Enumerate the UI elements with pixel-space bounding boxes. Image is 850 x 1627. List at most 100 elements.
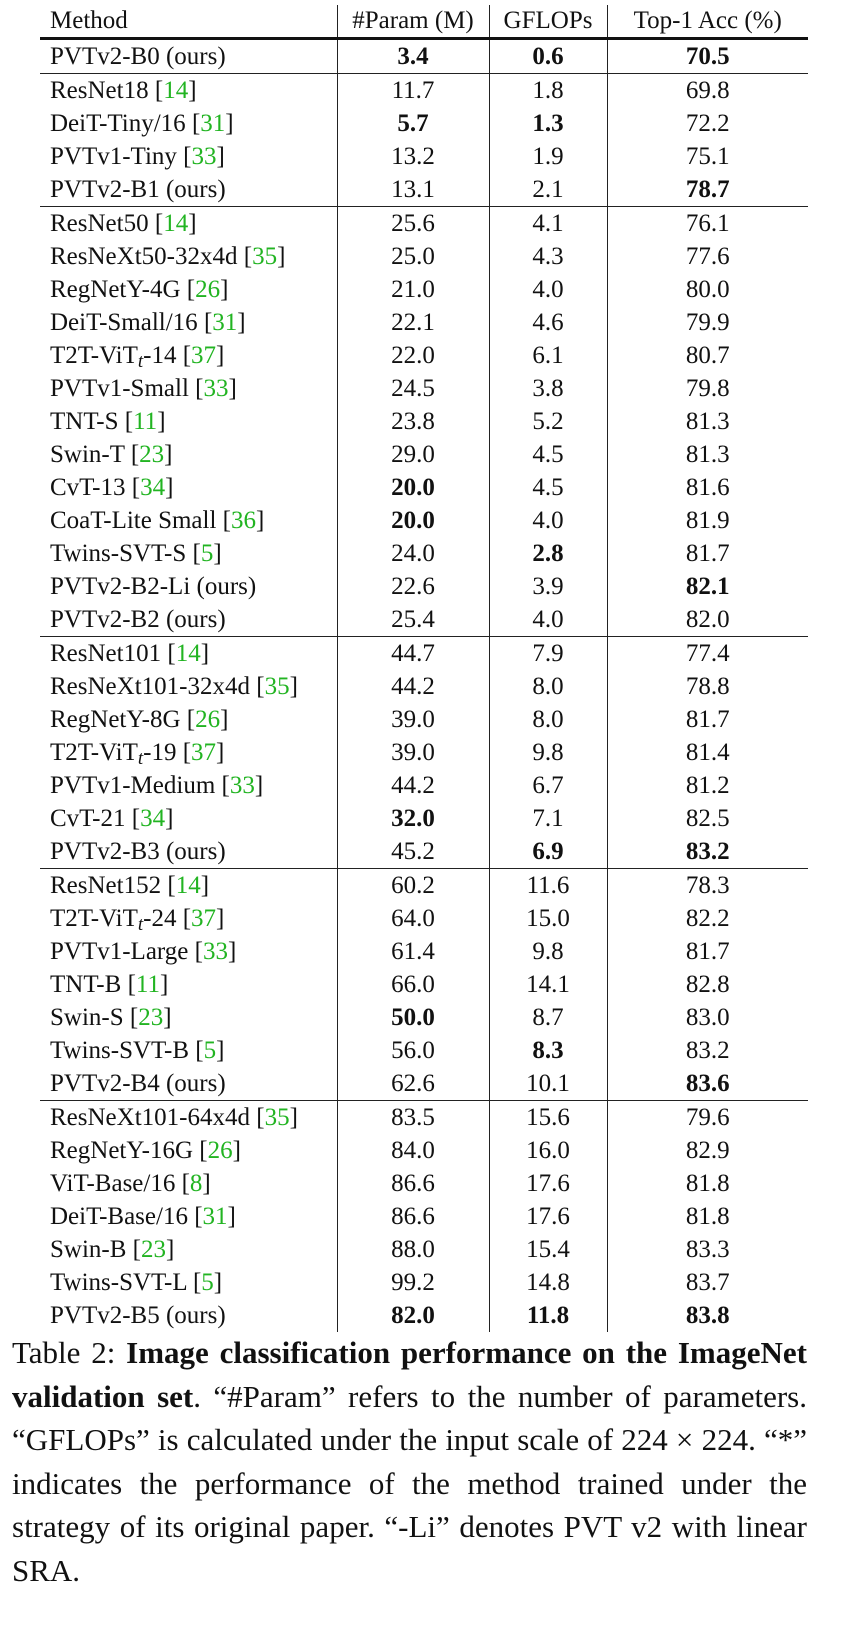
caption-title: Image classification performance on the … bbox=[12, 1335, 807, 1414]
citation-link[interactable]: 37 bbox=[191, 342, 217, 369]
gflops-cell: 16.0 bbox=[488, 1134, 607, 1167]
citation-link[interactable]: 37 bbox=[191, 739, 217, 766]
citation-link[interactable]: 5 bbox=[201, 1269, 214, 1296]
acc-cell: 83.0 bbox=[606, 1001, 808, 1034]
citation-link[interactable]: 8 bbox=[189, 1170, 203, 1197]
acc-cell: 81.4 bbox=[606, 736, 808, 769]
gflops-cell: 2.8 bbox=[488, 537, 607, 570]
param-cell: 29.0 bbox=[336, 438, 489, 471]
gflops-cell: 9.8 bbox=[488, 935, 607, 968]
citation-link[interactable]: 26 bbox=[195, 276, 221, 303]
method-suffix: -19 bbox=[143, 739, 177, 766]
acc-cell: 69.8 bbox=[606, 73, 808, 107]
param-cell: 22.0 bbox=[336, 339, 489, 372]
acc-cell: 77.4 bbox=[606, 636, 808, 670]
method-cell: PVTv2-B0 (ours) bbox=[40, 39, 337, 74]
citation-link[interactable]: 33 bbox=[229, 772, 255, 799]
citation-link[interactable]: 37 bbox=[191, 905, 217, 932]
method-cell: DeiT-Base/16 [31] bbox=[50, 1203, 236, 1230]
table-row: ResNet50 [14] 25.6 4.1 76.1 bbox=[40, 206, 808, 240]
method-cell: ResNet18 [14] bbox=[40, 73, 337, 107]
gflops-cell: 6.1 bbox=[488, 339, 607, 372]
citation-link[interactable]: 34 bbox=[140, 805, 166, 832]
citation-link[interactable]: 11 bbox=[133, 408, 158, 435]
citation-link[interactable]: 35 bbox=[252, 243, 278, 270]
citation-link[interactable]: 35 bbox=[264, 1104, 290, 1131]
table-header: Method #Param (M) GFLOPs Top-1 Acc (%) bbox=[40, 5, 808, 39]
citation-link[interactable]: 31 bbox=[202, 1203, 228, 1230]
citation-link[interactable]: 33 bbox=[203, 375, 229, 402]
gflops-cell: 4.5 bbox=[488, 438, 607, 471]
method-cell: PVTv2-B2 (ours) bbox=[40, 603, 337, 637]
acc-cell: 81.6 bbox=[606, 471, 808, 504]
table-row: PVTv2-B1 (ours) 13.1 2.1 78.7 bbox=[40, 173, 808, 207]
header-gflops: GFLOPs bbox=[488, 5, 607, 39]
citation-link[interactable]: 14 bbox=[175, 872, 201, 899]
param-cell: 13.2 bbox=[336, 140, 489, 173]
gflops-cell: 7.9 bbox=[488, 636, 607, 670]
param-cell: 24.0 bbox=[336, 537, 489, 570]
param-cell: 66.0 bbox=[336, 968, 489, 1001]
acc-cell: 80.0 bbox=[606, 273, 808, 306]
citation-link[interactable]: 26 bbox=[195, 706, 221, 733]
param-cell: 21.0 bbox=[336, 273, 489, 306]
method-cell: T2T-ViTt-19 [37] bbox=[50, 739, 225, 769]
results-table: Method #Param (M) GFLOPs Top-1 Acc (%) P… bbox=[40, 5, 808, 1332]
method-cell: ViT-Base/16 [8] bbox=[50, 1170, 211, 1197]
method-cell: RegNetY-4G [26] bbox=[50, 276, 229, 303]
citation-link[interactable]: 33 bbox=[191, 143, 217, 170]
citation-link[interactable]: 5 bbox=[203, 1037, 217, 1064]
citation-link[interactable]: 26 bbox=[207, 1137, 233, 1164]
table-row: PVTv2-B0 (ours) 3.4 0.6 70.5 bbox=[40, 38, 808, 74]
method-name: Swin-T bbox=[50, 441, 125, 468]
gflops-cell: 15.4 bbox=[488, 1233, 607, 1266]
method-cell: PVTv2-B4 (ours) bbox=[40, 1067, 337, 1101]
method-name: ViT-Base/16 bbox=[50, 1170, 176, 1197]
citation-link[interactable]: 31 bbox=[212, 309, 238, 336]
citation-link[interactable]: 14 bbox=[163, 77, 189, 104]
table-row: ResNeXt101-64x4d [35] 83.5 15.6 79.6 bbox=[40, 1100, 808, 1134]
method-cell: ResNeXt50-32x4d [35] bbox=[50, 243, 286, 270]
citation-link[interactable]: 23 bbox=[138, 1004, 164, 1031]
table-row: TNT-S [11] 23.8 5.2 81.3 bbox=[40, 405, 808, 438]
table-row: CoaT-Lite Small [36] 20.0 4.0 81.9 bbox=[40, 504, 808, 537]
method-cell: DeiT-Tiny/16 [31] bbox=[50, 110, 234, 137]
citation-link[interactable]: 14 bbox=[175, 640, 201, 667]
citation-link[interactable]: 23 bbox=[140, 1236, 166, 1263]
acc-cell: 82.1 bbox=[606, 570, 808, 603]
citation-link[interactable]: 33 bbox=[202, 938, 228, 965]
citation-link[interactable]: 34 bbox=[140, 474, 166, 501]
method-subscript: t bbox=[137, 748, 144, 769]
gflops-cell: 17.6 bbox=[488, 1167, 607, 1200]
gflops-cell: 6.7 bbox=[488, 769, 607, 802]
citation-link[interactable]: 31 bbox=[200, 110, 226, 137]
results-table-container: Method #Param (M) GFLOPs Top-1 Acc (%) P… bbox=[40, 5, 808, 1332]
gflops-cell: 3.9 bbox=[488, 570, 607, 603]
param-cell: 44.2 bbox=[336, 769, 489, 802]
acc-cell: 83.2 bbox=[606, 835, 808, 869]
param-cell: 86.6 bbox=[336, 1167, 489, 1200]
method-name: ResNet50 bbox=[50, 210, 149, 237]
table-row: Twins-SVT-B [5] 56.0 8.3 83.2 bbox=[40, 1034, 808, 1067]
gflops-cell: 4.1 bbox=[488, 206, 607, 240]
param-cell: 61.4 bbox=[336, 935, 489, 968]
method-name: PVTv2-B1 (ours) bbox=[50, 176, 226, 203]
method-name: PVTv2-B3 (ours) bbox=[50, 838, 226, 865]
method-name: DeiT-Small/16 bbox=[50, 309, 198, 336]
param-cell: 64.0 bbox=[336, 902, 489, 935]
citation-link[interactable]: 14 bbox=[163, 210, 189, 237]
citation-link[interactable]: 11 bbox=[135, 971, 160, 998]
gflops-cell: 8.0 bbox=[488, 670, 607, 703]
citation-link[interactable]: 5 bbox=[200, 540, 214, 567]
method-cell: T2T-ViTt-14 [37] bbox=[50, 342, 225, 372]
acc-cell: 79.9 bbox=[606, 306, 808, 339]
table-row: T2T-ViTt-19 [37] 39.0 9.8 81.4 bbox=[40, 736, 808, 769]
param-cell: 56.0 bbox=[336, 1034, 489, 1067]
citation-link[interactable]: 35 bbox=[264, 673, 290, 700]
citation-link[interactable]: 23 bbox=[139, 441, 165, 468]
method-cell: PVTv2-B2-Li (ours) bbox=[40, 570, 337, 603]
gflops-cell: 0.6 bbox=[488, 38, 607, 74]
citation-link[interactable]: 36 bbox=[231, 507, 256, 534]
method-cell: PVTv2-B3 (ours) bbox=[40, 835, 337, 869]
acc-cell: 81.7 bbox=[606, 703, 808, 736]
